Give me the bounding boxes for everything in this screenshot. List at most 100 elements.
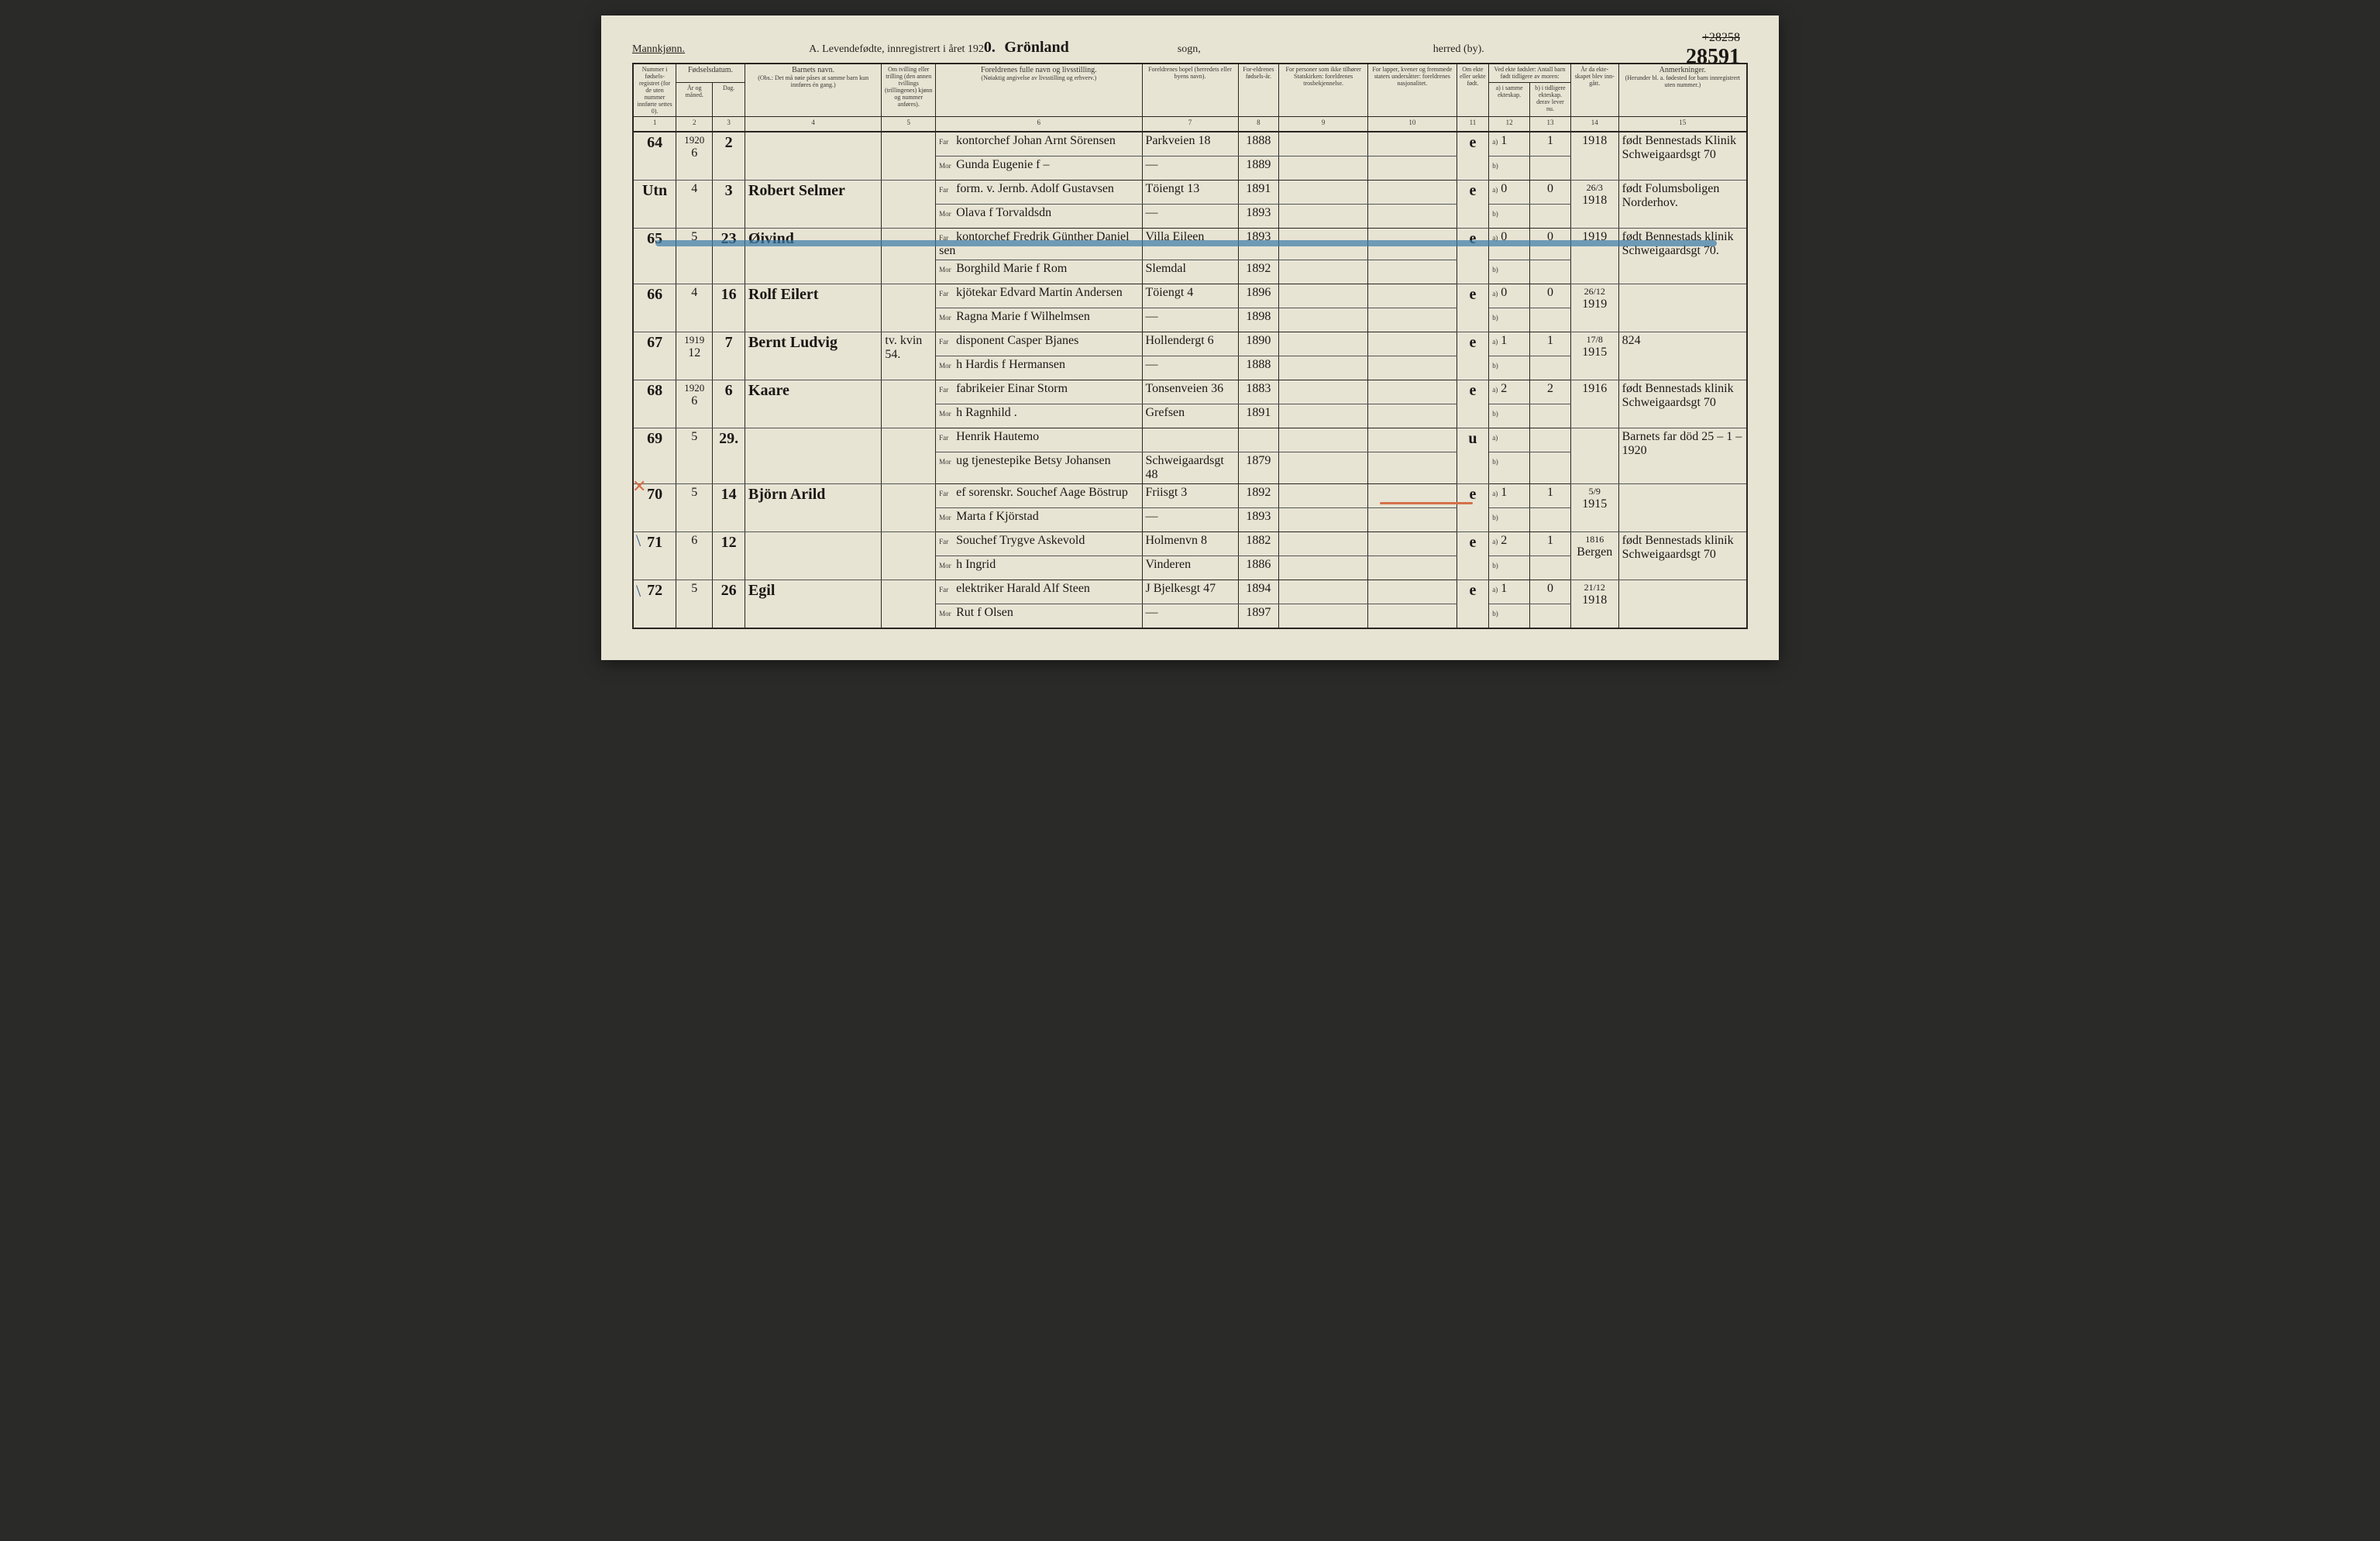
cell-c13b bbox=[1530, 404, 1571, 428]
th-6-title: Foreldrenes fulle navn og livsstilling. bbox=[938, 66, 1139, 74]
cell-twin bbox=[882, 284, 936, 332]
cell-c12b: b) bbox=[1489, 260, 1530, 284]
cell-ekte: e bbox=[1457, 332, 1489, 380]
cell-name: Øivind bbox=[745, 229, 881, 284]
cell-fy-far: 1896 bbox=[1238, 284, 1279, 308]
cell-c9a bbox=[1279, 428, 1368, 452]
cell-addr-far: Holmenvn 8 bbox=[1142, 532, 1238, 556]
cell-c14: 5/91915 bbox=[1570, 484, 1618, 532]
cell-c9a bbox=[1279, 332, 1368, 356]
cell-mor: MorMarta f Kjörstad bbox=[936, 508, 1142, 532]
coln-14: 14 bbox=[1570, 117, 1618, 132]
cell-addr-far: Tonsenveien 36 bbox=[1142, 380, 1238, 404]
cell-twin bbox=[882, 132, 936, 181]
cell-c13a: 0 bbox=[1530, 284, 1571, 308]
cell-c9a bbox=[1279, 532, 1368, 556]
cell-mor: MorRut f Olsen bbox=[936, 604, 1142, 629]
cell-c12b: b) bbox=[1489, 556, 1530, 580]
cell-day: 6 bbox=[713, 380, 745, 428]
cell-fy-mor: 1893 bbox=[1238, 205, 1279, 229]
cell-c9b bbox=[1279, 508, 1368, 532]
cell-ym: 5 bbox=[676, 580, 713, 629]
cell-c10a bbox=[1367, 380, 1457, 404]
cell-far: Farfabrikeier Einar Storm bbox=[936, 380, 1142, 404]
record-row-far: 70514Björn ArildFaref sorenskr. Souchef … bbox=[633, 484, 1747, 508]
cell-fy-mor: 1886 bbox=[1238, 556, 1279, 580]
cell-fy-far: 1892 bbox=[1238, 484, 1279, 508]
cell-name: Robert Selmer bbox=[745, 181, 881, 229]
cell-c9b bbox=[1279, 157, 1368, 181]
cell-fy-mor: 1892 bbox=[1238, 260, 1279, 284]
cell-twin: tv. kvin 54. bbox=[882, 332, 936, 380]
cell-c10b bbox=[1367, 508, 1457, 532]
th-8: For-eldrenes fødsels-år. bbox=[1238, 64, 1279, 117]
th-2-3-group: Fødselsdatum. bbox=[676, 64, 745, 83]
cell-c10b bbox=[1367, 604, 1457, 629]
col-number-row: 1 2 3 4 5 6 7 8 9 10 11 12 13 14 15 bbox=[633, 117, 1747, 132]
cell-mor: MorBorghild Marie f Rom bbox=[936, 260, 1142, 284]
cell-c13b bbox=[1530, 452, 1571, 484]
cell-fy-far: 1888 bbox=[1238, 132, 1279, 157]
th-7: Foreldrenes bopel (herredets eller byens… bbox=[1142, 64, 1238, 117]
margin_x-icon: ✕ bbox=[632, 476, 646, 497]
record-row-far: 671919127Bernt Ludvigtv. kvin 54.Fardisp… bbox=[633, 332, 1747, 356]
page-num: 28591 bbox=[1686, 45, 1740, 70]
coln-9: 9 bbox=[1279, 117, 1368, 132]
record-row-far: 69529.FarHenrik Hautemoua) Barnets far d… bbox=[633, 428, 1747, 452]
th-6-note: (Nøiaktig angivelse av livsstilling og e… bbox=[938, 74, 1139, 81]
th-1: Nummer i fødsels-registret (for de uten … bbox=[633, 64, 676, 117]
cell-c13a: 1 bbox=[1530, 532, 1571, 556]
cell-ekte: u bbox=[1457, 428, 1489, 484]
ledger-table: Nummer i fødsels-registret (for de uten … bbox=[632, 63, 1748, 629]
cell-c13b bbox=[1530, 556, 1571, 580]
th-4: Barnets navn. (Obs.: Det må nøie påses a… bbox=[745, 64, 881, 117]
cell-ekte: e bbox=[1457, 580, 1489, 629]
herred-label: herred (by). bbox=[1433, 43, 1484, 56]
cell-c13b bbox=[1530, 157, 1571, 181]
cell-twin bbox=[882, 532, 936, 580]
th-3: Dag. bbox=[713, 83, 745, 117]
record-row-far: 66416Rolf EilertFarkjötekar Edvard Marti… bbox=[633, 284, 1747, 308]
cell-addr-far: Friisgt 3 bbox=[1142, 484, 1238, 508]
cell-c12a: a) 1 bbox=[1489, 484, 1530, 508]
cell-c12b: b) bbox=[1489, 308, 1530, 332]
cell-fy-mor: 1897 bbox=[1238, 604, 1279, 629]
cell-c10a bbox=[1367, 181, 1457, 205]
coln-10: 10 bbox=[1367, 117, 1457, 132]
coln-6: 6 bbox=[936, 117, 1142, 132]
cell-c10b bbox=[1367, 260, 1457, 284]
cell-c14: 26/31918 bbox=[1570, 181, 1618, 229]
th-4-title: Barnets navn. bbox=[748, 66, 879, 74]
cell-c12a: a) 1 bbox=[1489, 332, 1530, 356]
cell-ekte: e bbox=[1457, 181, 1489, 229]
cell-mor: Morh Ingrid bbox=[936, 556, 1142, 580]
cell-mor: Morh Hardis f Hermansen bbox=[936, 356, 1142, 380]
cell-twin bbox=[882, 181, 936, 229]
cell-c9b bbox=[1279, 556, 1368, 580]
cell-far: Faref sorenskr. Souchef Aage Böstrup bbox=[936, 484, 1142, 508]
page-num-crossed: +28258 bbox=[1686, 31, 1740, 45]
cell-far: Farelektriker Harald Alf Steen bbox=[936, 580, 1142, 604]
cell-ym: 4 bbox=[676, 284, 713, 332]
cell-addr-far: Hollendergt 6 bbox=[1142, 332, 1238, 356]
cell-name: Bernt Ludvig bbox=[745, 332, 881, 380]
cell-ym: 5 bbox=[676, 484, 713, 532]
cell-c13b bbox=[1530, 260, 1571, 284]
cell-c12b: b) bbox=[1489, 604, 1530, 629]
cell-c9a bbox=[1279, 484, 1368, 508]
cell-fy-far: 1890 bbox=[1238, 332, 1279, 356]
coln-12: 12 bbox=[1489, 117, 1530, 132]
cell-twin bbox=[882, 580, 936, 629]
cell-far: Farkontorchef Johan Arnt Sörensen bbox=[936, 132, 1142, 157]
cell-day: 14 bbox=[713, 484, 745, 532]
cell-day: 26 bbox=[713, 580, 745, 629]
cell-c9a bbox=[1279, 580, 1368, 604]
cell-twin bbox=[882, 380, 936, 428]
parish-name: Grönland bbox=[1004, 39, 1068, 56]
cell-c10b bbox=[1367, 356, 1457, 380]
cell-ekte: e bbox=[1457, 532, 1489, 580]
cell-c12b: b) bbox=[1489, 508, 1530, 532]
cell-name: Egil bbox=[745, 580, 881, 629]
cell-num: Utn bbox=[633, 181, 676, 229]
table-head: Nummer i fødsels-registret (for de uten … bbox=[633, 64, 1747, 132]
